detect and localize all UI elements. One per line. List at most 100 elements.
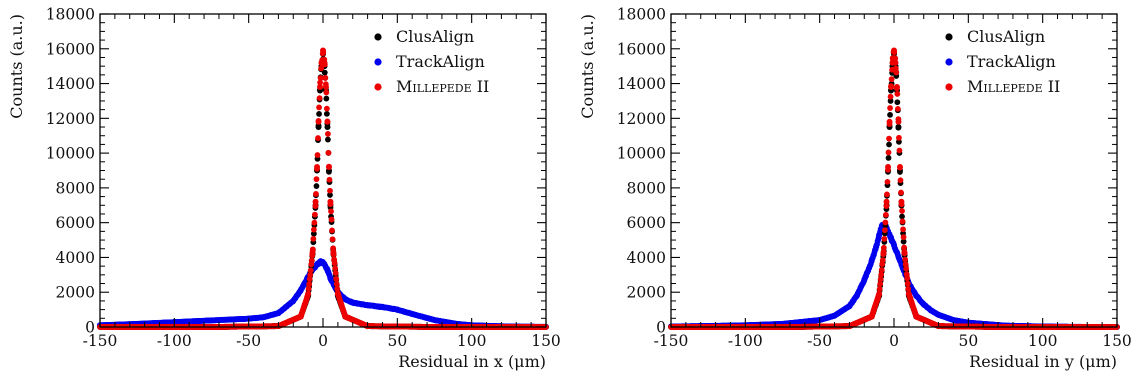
data-point [308, 257, 315, 264]
data-point [323, 95, 330, 102]
data-point [379, 304, 386, 310]
data-point [329, 227, 335, 234]
data-point [306, 281, 313, 288]
legend-marker [374, 83, 382, 91]
chart-panel-1: -150 -100 -50 0 50 100 15002000400060008000100… [7, 6, 561, 372]
data-point [310, 226, 317, 233]
data-point [327, 198, 334, 205]
legend-label: ClusAlign [396, 27, 474, 46]
data-point [290, 297, 297, 304]
data-point [327, 275, 334, 282]
series-millepede-ii [97, 47, 549, 330]
data-point [349, 299, 356, 306]
data-point [208, 317, 215, 324]
data-point [899, 213, 905, 220]
y-tick-label: 6000 [56, 214, 95, 232]
data-point [853, 292, 860, 299]
x-tick-label: 50 [387, 332, 407, 350]
data-point [305, 290, 312, 297]
data-point [307, 267, 314, 274]
data-point [325, 136, 331, 143]
data-point [297, 313, 304, 320]
series-trackalign [668, 221, 1120, 330]
data-point [312, 211, 318, 218]
y-tick-label: 4000 [56, 249, 95, 267]
data-point [314, 152, 321, 158]
y-tick-label: 12000 [46, 110, 95, 128]
data-point [888, 235, 895, 242]
data-point [321, 69, 328, 76]
data-point [878, 267, 885, 273]
data-point [876, 231, 883, 238]
data-point [894, 99, 901, 106]
x-tick-label: 100 [457, 332, 487, 350]
data-point [334, 290, 341, 297]
data-point [297, 287, 304, 294]
y-tick-label: 0 [85, 319, 95, 337]
data-point [324, 266, 331, 273]
data-point [311, 219, 318, 226]
data-point [320, 259, 326, 266]
data-point [861, 277, 868, 284]
data-point [881, 235, 888, 242]
data-point [322, 75, 329, 81]
data-point [310, 235, 317, 242]
y-tick-label: 8000 [56, 179, 95, 197]
data-point [260, 314, 267, 321]
data-point [323, 110, 330, 117]
data-point [330, 249, 337, 256]
data-point [431, 317, 438, 324]
data-point [309, 249, 316, 256]
data-point [310, 230, 317, 237]
data-point [409, 310, 416, 317]
data-point [913, 292, 920, 299]
data-point [312, 198, 319, 205]
data-point [879, 257, 886, 264]
y-tick-label: 16000 [46, 40, 95, 58]
data-point [873, 244, 880, 251]
data-point [333, 276, 340, 282]
data-point [342, 296, 349, 303]
data-point [364, 302, 371, 309]
data-point [884, 191, 890, 198]
data-point [884, 178, 891, 185]
data-point [315, 124, 322, 131]
data-point [317, 84, 324, 91]
data-point [882, 219, 889, 226]
chart-panel-2: -150 -100 -50 0 50 100 15002000400060008000100… [578, 6, 1132, 372]
y-tick-label: 14000 [46, 75, 95, 93]
data-point [329, 236, 336, 243]
data-point [325, 164, 332, 171]
data-point [328, 216, 335, 223]
legend-label: TrackAlign [396, 52, 485, 71]
x-tick-label: -50 [236, 332, 261, 350]
data-point [895, 124, 902, 131]
data-point [324, 124, 331, 131]
data-point [327, 187, 333, 194]
data-point [315, 135, 321, 141]
data-point [321, 59, 328, 66]
data-point [322, 84, 329, 91]
data-point [332, 270, 339, 277]
data-point [885, 154, 892, 161]
legend-label: Millepede II [396, 77, 489, 96]
data-point [326, 176, 333, 183]
x-tick-label: -100 [157, 332, 192, 350]
y-tick-label: 10000 [46, 145, 95, 163]
x-tick-label: 0 [318, 332, 328, 350]
data-point [881, 227, 888, 234]
data-point [313, 183, 320, 189]
data-point [316, 104, 322, 111]
data-point [928, 307, 935, 314]
data-point [324, 118, 331, 125]
data-point [331, 260, 338, 267]
legend: ClusAlign TrackAlign Millepede II [374, 27, 489, 96]
data-point [887, 111, 893, 118]
data-point [885, 149, 892, 156]
data-point [868, 257, 875, 264]
data-point [327, 192, 333, 198]
legend-marker [374, 58, 382, 66]
data-point [883, 211, 889, 218]
data-point [886, 141, 892, 148]
